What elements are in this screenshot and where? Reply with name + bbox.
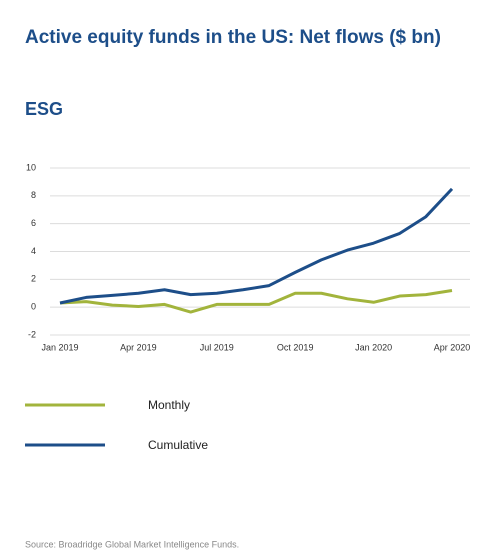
legend-label: Monthly xyxy=(148,398,190,412)
x-tick-label: Jan 2020 xyxy=(355,342,392,352)
series-line xyxy=(59,288,453,314)
series-line xyxy=(59,187,454,305)
x-tick-label: Apr 2020 xyxy=(434,342,471,352)
x-tick-label: Apr 2019 xyxy=(120,342,157,352)
y-tick-label: 4 xyxy=(31,246,36,256)
y-tick-label: -2 xyxy=(28,329,36,339)
legend-label: Cumulative xyxy=(148,438,208,452)
y-tick-label: 8 xyxy=(31,190,36,200)
chart-subtitle: ESG xyxy=(25,99,63,119)
y-tick-label: 10 xyxy=(26,162,36,172)
x-tick-label: Oct 2019 xyxy=(277,342,314,352)
x-tick-label: Jan 2019 xyxy=(41,342,78,352)
y-tick-label: 0 xyxy=(31,302,36,312)
source-note: Source: Broadridge Global Market Intelli… xyxy=(25,539,239,549)
chart-title: Active equity funds in the US: Net flows… xyxy=(25,27,441,48)
x-tick-label: Jul 2019 xyxy=(200,342,234,352)
y-tick-label: 2 xyxy=(31,274,36,284)
y-tick-label: 6 xyxy=(31,218,36,228)
